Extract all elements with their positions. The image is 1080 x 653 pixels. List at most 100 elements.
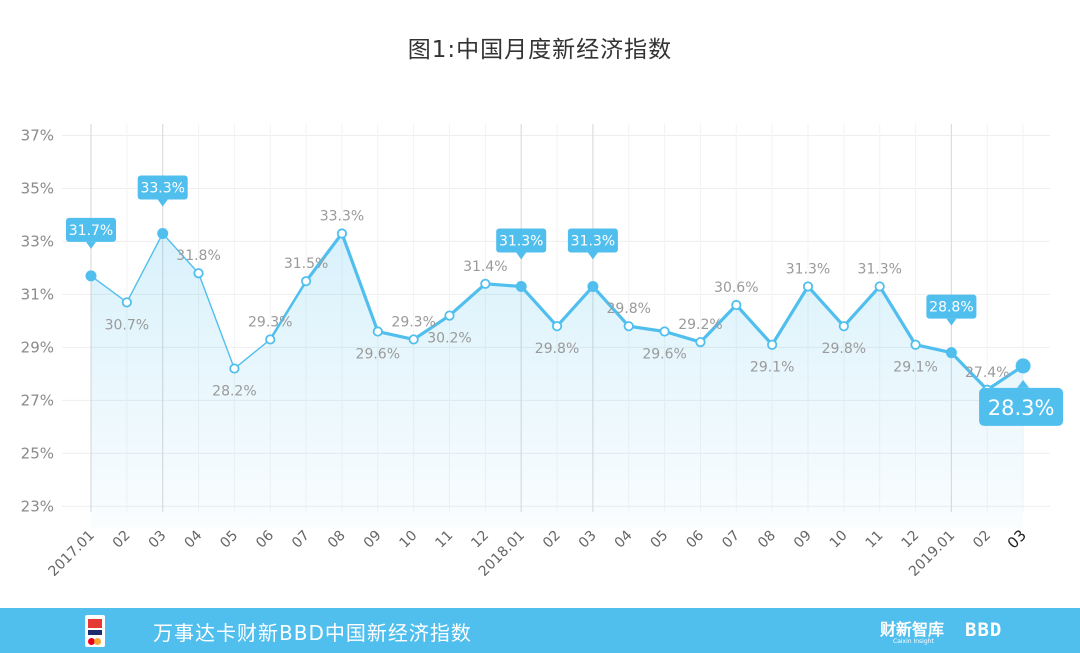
bbd-logo: BBD bbox=[965, 619, 1003, 641]
series-line-segment bbox=[376, 329, 416, 342]
series-line-segment bbox=[662, 329, 703, 344]
x-tick-label: 09 bbox=[791, 528, 815, 552]
data-label: 30.2% bbox=[427, 331, 471, 347]
callout-pointer bbox=[946, 318, 957, 326]
x-tick-label: 03 bbox=[146, 528, 170, 552]
callout-label: 31.3% bbox=[499, 233, 543, 249]
data-label: 29.8% bbox=[535, 341, 579, 357]
y-tick-label: 27% bbox=[21, 391, 54, 409]
x-tick-label: 11 bbox=[432, 528, 456, 552]
data-label: 29.3% bbox=[391, 314, 435, 330]
data-point bbox=[695, 336, 706, 348]
data-point bbox=[874, 281, 885, 292]
x-tick-label: 02 bbox=[970, 528, 994, 552]
x-tick-label: 06 bbox=[683, 527, 707, 551]
series-line-segment bbox=[447, 282, 487, 318]
data-point bbox=[372, 326, 383, 337]
x-tick-label: 10 bbox=[397, 528, 421, 552]
callout-box bbox=[137, 175, 188, 200]
series-line-segment bbox=[269, 279, 308, 341]
data-label: 28.2% bbox=[212, 384, 256, 400]
x-tick-label: 08 bbox=[325, 528, 349, 552]
data-label: 31.8% bbox=[176, 248, 220, 264]
data-point bbox=[551, 321, 563, 332]
y-tick-label: 33% bbox=[21, 232, 54, 250]
data-label: 30.7% bbox=[105, 317, 149, 333]
area-fill bbox=[91, 233, 1024, 528]
series-line-segment bbox=[197, 272, 236, 370]
series-line-segment bbox=[770, 284, 810, 347]
x-tick-label: 02 bbox=[540, 528, 564, 552]
data-point bbox=[838, 321, 849, 332]
x-tick-label: 09 bbox=[361, 528, 385, 552]
data-point bbox=[587, 280, 599, 292]
x-tick-label: 07 bbox=[289, 528, 313, 552]
callout-box bbox=[496, 228, 547, 253]
caixin-insight-english: Caixin Insight bbox=[893, 638, 934, 645]
data-point bbox=[515, 280, 527, 292]
series-line-segment bbox=[126, 232, 164, 304]
series-line-segment bbox=[519, 284, 559, 328]
x-tick-label: 03 bbox=[1004, 526, 1030, 552]
data-point bbox=[265, 334, 276, 345]
y-tick-label: 37% bbox=[21, 126, 54, 144]
data-point bbox=[193, 268, 204, 279]
y-tick-label: 31% bbox=[21, 285, 54, 303]
callout-label: 31.7% bbox=[69, 223, 113, 239]
data-point bbox=[336, 228, 348, 239]
x-tick-label: 12 bbox=[468, 528, 492, 552]
data-label: 31.4% bbox=[463, 259, 507, 275]
x-tick-label: 12 bbox=[898, 528, 922, 552]
data-label: 31.3% bbox=[786, 261, 830, 277]
callout-pointer bbox=[587, 252, 598, 260]
data-point bbox=[300, 276, 312, 287]
data-label: 31.3% bbox=[857, 261, 901, 277]
callout-box bbox=[567, 228, 618, 253]
x-tick-label: 05 bbox=[217, 528, 241, 552]
y-tick-label: 35% bbox=[21, 179, 54, 197]
footer-bar: 万事达卡财新BBD中国新经济指数 财新智库 Caixin Insight BBD bbox=[0, 608, 1080, 653]
data-label: 33.3% bbox=[320, 208, 364, 224]
data-label: 29.1% bbox=[750, 360, 794, 376]
series-line-segment bbox=[233, 338, 271, 370]
data-label: 29.6% bbox=[356, 346, 400, 362]
x-tick-label: 08 bbox=[755, 528, 779, 552]
x-tick-label: 05 bbox=[648, 528, 672, 552]
series-line-segment bbox=[483, 282, 523, 289]
data-point bbox=[623, 321, 634, 332]
data-point bbox=[408, 334, 419, 345]
data-label: 31.5% bbox=[284, 256, 328, 272]
callout-box bbox=[926, 294, 977, 319]
data-label: 29.8% bbox=[607, 301, 651, 317]
series-line-segment bbox=[842, 284, 882, 328]
data-point bbox=[659, 326, 670, 337]
series-line-segment bbox=[913, 343, 954, 355]
data-label: 29.2% bbox=[678, 317, 722, 333]
series-line-segment bbox=[161, 232, 200, 274]
series-line-segment bbox=[304, 231, 344, 283]
data-point bbox=[731, 299, 742, 311]
x-tick-label: 02 bbox=[110, 528, 134, 552]
y-tick-label: 23% bbox=[21, 497, 54, 515]
data-point bbox=[121, 297, 132, 308]
data-point bbox=[229, 363, 240, 374]
data-point bbox=[157, 227, 169, 239]
series-line-segment bbox=[806, 284, 846, 328]
series-line-segment bbox=[555, 284, 595, 328]
x-tick-label: 06 bbox=[253, 527, 277, 551]
series-line-segment bbox=[627, 324, 667, 334]
data-label: 29.1% bbox=[893, 360, 937, 376]
data-point bbox=[910, 339, 921, 350]
line-chart: 23% 25% 27% 29% 31% 33% 35% 37% 31.7% 30.7% 33.3% 3… bbox=[21, 124, 1064, 580]
series-line-segment bbox=[591, 284, 631, 328]
callout-label: 28.8% bbox=[929, 300, 973, 316]
data-point bbox=[444, 310, 455, 321]
caixin-insight-logo: 财新智库 bbox=[880, 620, 945, 639]
data-point bbox=[767, 339, 778, 350]
x-tick-label: 2017.01 bbox=[46, 528, 98, 580]
y-tick-label: 25% bbox=[21, 444, 54, 462]
callout-label: 33.3% bbox=[140, 180, 184, 196]
callout-pointer bbox=[86, 241, 96, 249]
series-line-segment bbox=[878, 284, 918, 347]
series-line-segment bbox=[340, 231, 380, 334]
